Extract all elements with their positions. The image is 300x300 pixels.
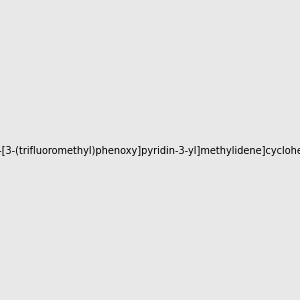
Text: 2-[Hydroxy-[6-[3-(trifluoromethyl)phenoxy]pyridin-3-yl]methylidene]cyclohexane-1: 2-[Hydroxy-[6-[3-(trifluoromethyl)phenox… (0, 146, 300, 157)
